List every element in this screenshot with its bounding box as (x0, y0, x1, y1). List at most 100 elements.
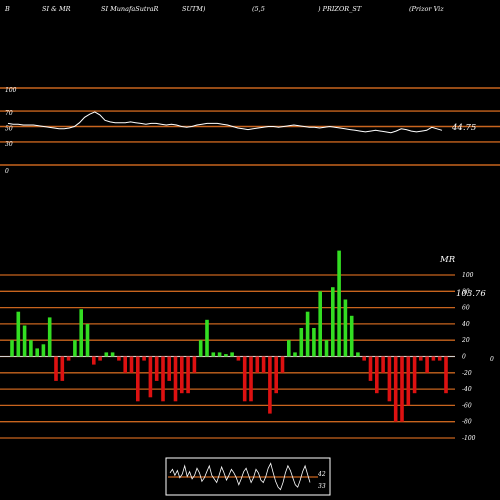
mr-tick-label: -40 (462, 386, 472, 393)
mr-bar (192, 356, 197, 373)
mr-zero-tick-label: 0 (490, 356, 494, 363)
mr-tick-label: 80 (462, 288, 470, 295)
mr-bar (305, 311, 310, 357)
header-item-2: SI & MR (42, 5, 71, 13)
mr-tick-label: -20 (462, 370, 472, 377)
mr-bar (337, 250, 341, 357)
header-item-3: SI MunafaSutraR (101, 5, 159, 13)
mr-bar (255, 356, 260, 373)
mr-tick-label: 100 (462, 272, 474, 279)
rsi-tick-label: 50 (5, 126, 13, 133)
mr-bar (98, 356, 102, 361)
mr-bar (16, 311, 21, 357)
mr-bar (318, 291, 322, 357)
mr-bar (261, 356, 266, 373)
mr-bar (356, 352, 360, 357)
mr-bar (400, 356, 404, 422)
mini-tick-label: 42 (317, 471, 326, 478)
mr-bar (79, 309, 83, 357)
mr-title: MR (439, 255, 456, 265)
mr-bar (60, 356, 65, 381)
mr-tick-label: -60 (462, 402, 472, 409)
rsi-last-value-label: 44.75 (451, 123, 476, 133)
mr-bar (186, 356, 190, 394)
mr-bar (406, 356, 411, 406)
rsi-tick-label: 30 (5, 141, 13, 148)
mr-tick-label: -80 (462, 419, 472, 426)
mr-bar (123, 356, 127, 373)
header-item-1: B (5, 5, 10, 13)
mr-bar (419, 356, 423, 361)
rsi-series-line (7, 111, 443, 134)
mr-bar (167, 356, 171, 381)
mr-bar (217, 352, 222, 357)
mr-bar (142, 356, 146, 361)
mr-last-value-label: 103.76 (456, 289, 486, 299)
mr-bar (242, 356, 247, 402)
mr-tick-label: 40 (461, 321, 470, 328)
mr-bar (154, 356, 159, 381)
mr-bar (224, 354, 228, 357)
mr-bar (381, 356, 385, 373)
header-item-4: SUTM) (182, 5, 206, 13)
mr-bar (280, 356, 285, 373)
mr-bar (180, 356, 184, 394)
rsi-tick-label: 70 (5, 110, 13, 117)
mr-bar (324, 340, 329, 357)
rsi-tick-label: 100 (5, 87, 17, 94)
header-item-7: (Prizor Viz (409, 5, 444, 13)
mr-bar (66, 356, 71, 361)
mr-bar (85, 323, 90, 357)
mr-bar (312, 328, 316, 357)
mr-bar (236, 356, 241, 361)
mr-bar (161, 356, 165, 402)
mr-bar (92, 356, 96, 365)
mr-bar (287, 340, 291, 357)
mr-bar (431, 356, 436, 361)
mr-bar (110, 352, 115, 357)
mr-bar (10, 340, 14, 357)
mr-bar (362, 356, 366, 361)
mr-bar (129, 356, 134, 373)
mini-series-line (169, 462, 311, 491)
mr-bar (387, 356, 392, 402)
mr-bar (22, 325, 27, 357)
mini-tick-label: 33 (318, 483, 326, 490)
mr-bar (104, 352, 109, 357)
mr-bar (41, 344, 46, 357)
mr-bar (293, 352, 297, 357)
mr-tick-label: 20 (461, 337, 470, 344)
mr-bar (274, 356, 278, 394)
mr-tick-label: 60 (462, 305, 470, 312)
mr-bar (331, 287, 335, 357)
mr-bar (148, 356, 153, 398)
mr-bar (29, 340, 33, 357)
mr-bar (47, 317, 52, 357)
mr-tick-label: 0 (462, 354, 466, 361)
rsi-tick-label: 0 (5, 168, 9, 175)
mr-bar (268, 356, 272, 414)
mr-bar (412, 356, 417, 394)
mr-tick-label: -100 (462, 435, 476, 442)
mr-bar (198, 340, 203, 357)
mr-bar (368, 356, 373, 381)
mr-bar (444, 356, 448, 394)
mr-bar (299, 328, 304, 357)
mr-bar (136, 356, 140, 402)
mr-bar (349, 315, 354, 357)
mr-bar (249, 356, 253, 402)
header-item-5: (5,5 (252, 5, 265, 13)
mr-bar (211, 352, 216, 357)
mr-bar (117, 356, 121, 361)
header-item-6: ) PRIZOR_ST (318, 5, 362, 13)
mr-bar (343, 299, 348, 357)
mr-bar (230, 352, 234, 357)
mr-bar (73, 340, 77, 357)
mr-bar (173, 356, 178, 402)
mr-bar (205, 319, 209, 357)
mr-bar (375, 356, 379, 394)
mr-bar (54, 356, 58, 381)
mr-bar (425, 356, 429, 373)
